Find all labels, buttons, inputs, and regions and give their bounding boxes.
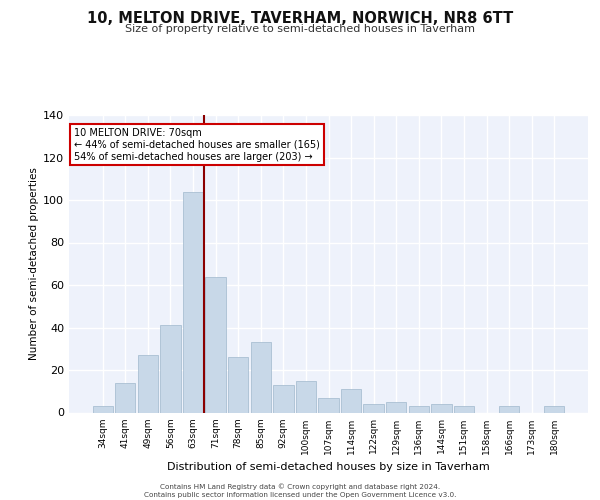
Bar — [499, 406, 519, 412]
X-axis label: Distribution of semi-detached houses by size in Taverham: Distribution of semi-detached houses by … — [167, 462, 490, 472]
Text: Size of property relative to semi-detached houses in Taverham: Size of property relative to semi-detach… — [125, 24, 475, 34]
Bar — [409, 406, 429, 412]
Bar — [205, 276, 226, 412]
Bar — [115, 383, 136, 412]
Bar — [544, 406, 565, 412]
Bar — [92, 406, 113, 412]
Bar — [228, 357, 248, 412]
Bar — [386, 402, 406, 412]
Bar — [296, 380, 316, 412]
Bar — [160, 326, 181, 412]
Bar — [341, 389, 361, 412]
Bar — [319, 398, 338, 412]
Bar — [364, 404, 384, 412]
Text: 10 MELTON DRIVE: 70sqm
← 44% of semi-detached houses are smaller (165)
54% of se: 10 MELTON DRIVE: 70sqm ← 44% of semi-det… — [74, 128, 320, 162]
Bar — [454, 406, 474, 412]
Bar — [431, 404, 452, 412]
Bar — [138, 355, 158, 412]
Text: 10, MELTON DRIVE, TAVERHAM, NORWICH, NR8 6TT: 10, MELTON DRIVE, TAVERHAM, NORWICH, NR8… — [87, 11, 513, 26]
Bar — [251, 342, 271, 412]
Y-axis label: Number of semi-detached properties: Number of semi-detached properties — [29, 168, 39, 360]
Text: Contains HM Land Registry data © Crown copyright and database right 2024.
Contai: Contains HM Land Registry data © Crown c… — [144, 483, 456, 498]
Bar — [183, 192, 203, 412]
Bar — [273, 385, 293, 412]
